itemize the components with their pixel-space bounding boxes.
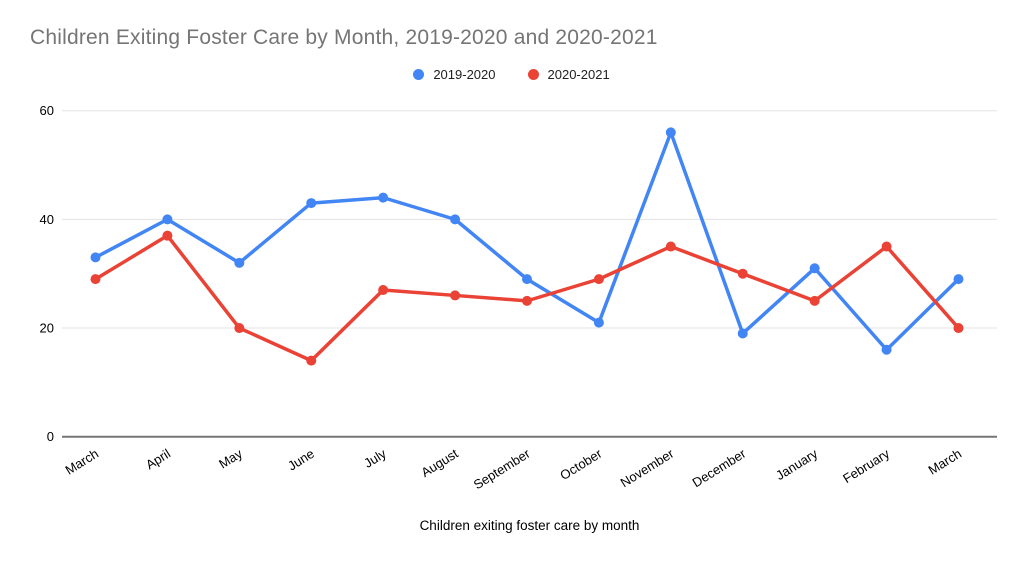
data-point-2020-2021-May xyxy=(234,323,245,334)
data-point-2019-2020-October xyxy=(593,317,604,328)
x-axis-title: Children exiting foster care by month xyxy=(419,518,640,533)
x-tick-label: September xyxy=(471,445,533,492)
y-tick-label: 60 xyxy=(40,103,54,118)
data-point-2020-2021-January xyxy=(809,295,820,306)
x-tick-label: April xyxy=(143,446,173,473)
legend-item-2020-2021: 2020-2021 xyxy=(527,67,610,82)
legend-item-2019-2020: 2019-2020 xyxy=(413,67,496,82)
data-point-2020-2021-March xyxy=(953,323,964,334)
x-tick-label: January xyxy=(773,446,821,483)
y-tick-label: 0 xyxy=(47,429,54,444)
data-point-2020-2021-February xyxy=(881,241,892,252)
x-tick-label: February xyxy=(840,446,892,487)
data-point-2019-2020-November xyxy=(665,127,676,138)
data-point-2020-2021-April xyxy=(162,230,173,241)
y-tick-label: 20 xyxy=(40,321,54,336)
x-tick-label: March xyxy=(926,446,965,478)
chart-title: Children Exiting Foster Care by Month, 2… xyxy=(30,26,658,49)
circle-dot-icon xyxy=(527,69,539,80)
x-tick-label: June xyxy=(285,446,317,474)
y-tick-label: 40 xyxy=(40,212,54,227)
data-point-2020-2021-November xyxy=(665,241,676,252)
data-point-2019-2020-February xyxy=(881,344,892,355)
legend: 2019-2020 2020-2021 xyxy=(0,67,1023,82)
x-tick-label: March xyxy=(63,446,102,478)
series-line-2019-2020 xyxy=(93,130,961,352)
data-point-2020-2021-December xyxy=(737,268,748,279)
x-tick-label: May xyxy=(216,446,245,472)
data-point-2020-2021-August xyxy=(450,290,461,301)
data-point-2020-2021-July xyxy=(378,285,389,296)
x-tick-label: October xyxy=(557,445,605,483)
x-tick-label: November xyxy=(618,445,677,490)
circle-dot-icon xyxy=(413,69,425,80)
data-point-2019-2020-March xyxy=(953,274,964,285)
data-point-2019-2020-May xyxy=(234,257,245,268)
data-point-2019-2020-April xyxy=(162,214,173,225)
legend-label: 2020-2021 xyxy=(547,67,610,82)
data-point-2019-2020-August xyxy=(450,214,461,225)
data-point-2020-2021-June xyxy=(306,355,317,366)
data-point-2019-2020-December xyxy=(737,328,748,339)
data-point-2020-2021-September xyxy=(522,295,532,306)
data-point-2019-2020-March xyxy=(90,252,101,263)
x-tick-label: July xyxy=(361,446,389,471)
data-point-2019-2020-September xyxy=(522,274,532,285)
x-tick-label: December xyxy=(690,445,749,490)
data-point-2019-2020-July xyxy=(378,192,389,203)
data-point-2019-2020-January xyxy=(809,263,820,274)
data-point-2020-2021-March xyxy=(90,274,101,285)
legend-label: 2019-2020 xyxy=(433,67,496,82)
data-point-2019-2020-June xyxy=(306,198,317,209)
x-tick-label: August xyxy=(418,446,461,480)
data-point-2020-2021-October xyxy=(593,274,604,285)
